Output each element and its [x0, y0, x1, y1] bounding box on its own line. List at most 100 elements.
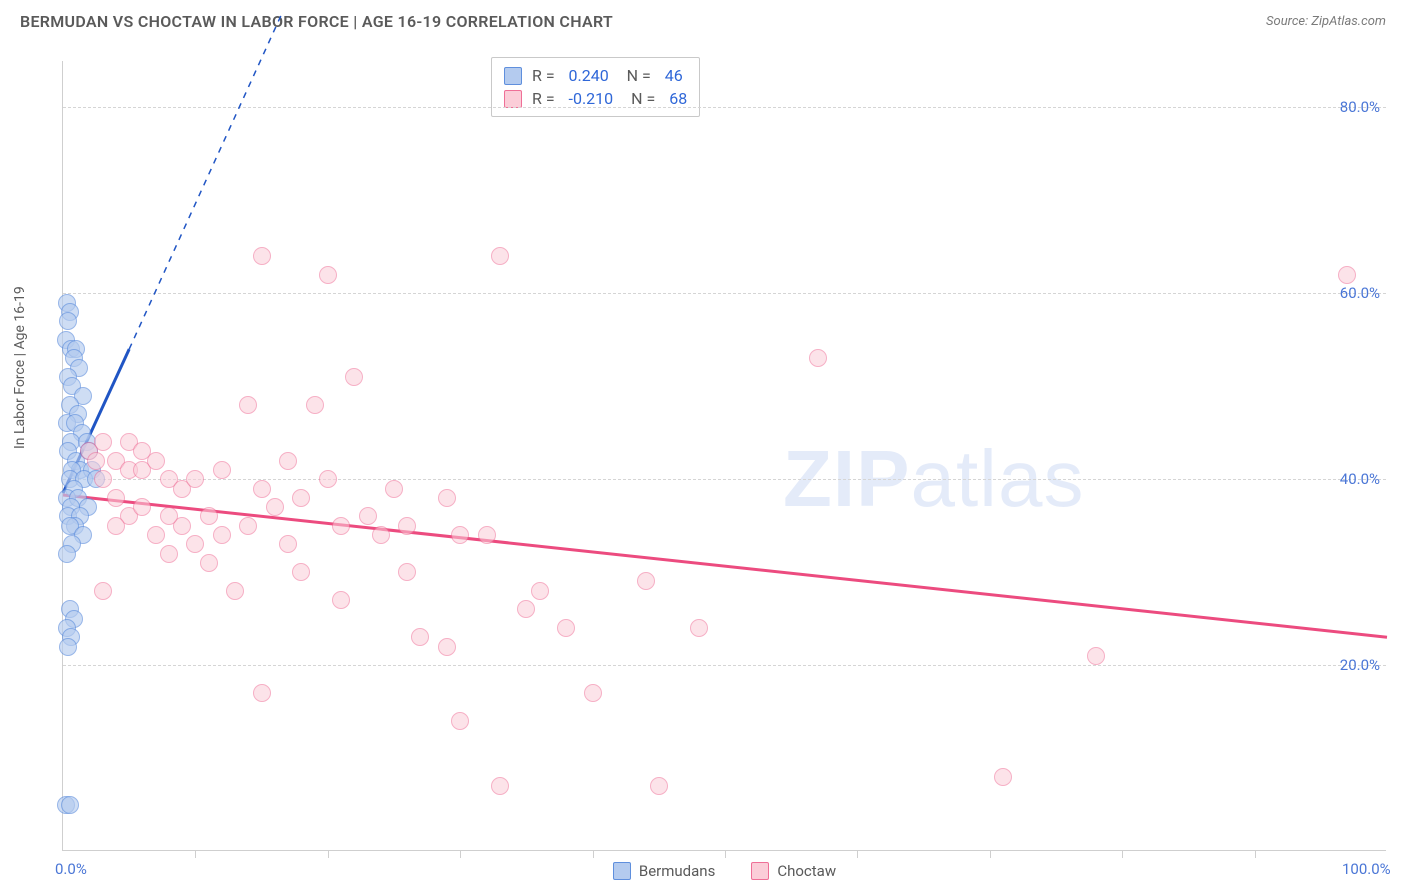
data-point: [398, 563, 416, 581]
data-point: [491, 777, 509, 795]
data-point: [372, 526, 390, 544]
data-point: [451, 712, 469, 730]
source-label: Source: ZipAtlas.com: [1266, 14, 1386, 29]
legend-stat-n: N = 68: [623, 89, 687, 108]
data-point: [160, 507, 178, 525]
series-legend: Bermudans Choctaw: [63, 862, 1386, 880]
data-point: [58, 545, 76, 563]
x-tick: [725, 850, 726, 858]
data-point: [292, 489, 310, 507]
data-point: [239, 517, 257, 535]
data-point: [147, 452, 165, 470]
data-point: [306, 396, 324, 414]
x-tick: [195, 850, 196, 858]
y-tick-label: 20.0%: [1340, 656, 1380, 674]
data-point: [147, 526, 165, 544]
x-tick: [857, 850, 858, 858]
data-point: [59, 312, 77, 330]
grid-line: [63, 665, 1386, 666]
legend-item: Bermudans: [613, 862, 715, 880]
y-tick-label: 80.0%: [1340, 98, 1380, 116]
grid-line: [63, 293, 1386, 294]
data-point: [994, 768, 1012, 786]
data-point: [531, 582, 549, 600]
data-point: [319, 266, 337, 284]
data-point: [59, 638, 77, 656]
y-tick-label: 40.0%: [1340, 470, 1380, 488]
x-tick: [1122, 850, 1123, 858]
data-point: [438, 638, 456, 656]
data-point: [279, 535, 297, 553]
data-point: [478, 526, 496, 544]
data-point: [809, 349, 827, 367]
data-point: [359, 507, 377, 525]
data-point: [213, 526, 231, 544]
data-point: [213, 461, 231, 479]
data-point: [87, 452, 105, 470]
data-point: [491, 247, 509, 265]
x-tick: [460, 850, 461, 858]
legend-label: Choctaw: [777, 862, 836, 880]
x-tick: [593, 850, 594, 858]
data-point: [438, 489, 456, 507]
chart-title: BERMUDAN VS CHOCTAW IN LABOR FORCE | AGE…: [20, 12, 613, 31]
legend-swatch: [504, 90, 522, 108]
data-point: [451, 526, 469, 544]
data-point: [332, 591, 350, 609]
data-point: [253, 684, 271, 702]
data-point: [239, 396, 257, 414]
data-point: [517, 600, 535, 618]
y-tick-label: 60.0%: [1340, 284, 1380, 302]
legend-swatch: [504, 67, 522, 85]
y-axis-label: In Labor Force | Age 16-19: [12, 286, 28, 449]
data-point: [61, 796, 79, 814]
data-point: [1338, 266, 1356, 284]
data-point: [557, 619, 575, 637]
data-point: [292, 563, 310, 581]
data-point: [1087, 647, 1105, 665]
legend-swatch: [613, 862, 631, 880]
data-point: [411, 628, 429, 646]
trend-lines: [63, 61, 1387, 851]
legend-swatch: [751, 862, 769, 880]
x-tick-label: 0.0%: [55, 860, 87, 878]
legend-item: Choctaw: [751, 862, 836, 880]
data-point: [94, 433, 112, 451]
data-point: [385, 480, 403, 498]
x-tick: [328, 850, 329, 858]
data-point: [690, 619, 708, 637]
data-point: [650, 777, 668, 795]
legend-stat-n: N = 46: [619, 66, 683, 85]
data-point: [133, 498, 151, 516]
data-point: [253, 247, 271, 265]
data-point: [200, 554, 218, 572]
x-tick: [990, 850, 991, 858]
data-point: [584, 684, 602, 702]
data-point: [186, 470, 204, 488]
data-point: [160, 545, 178, 563]
data-point: [319, 470, 337, 488]
plot-area: ZIPatlas R = 0.240 N = 46R = -0.210 N = …: [62, 61, 1386, 851]
grid-line: [63, 107, 1386, 108]
x-tick-label: 100.0%: [1342, 860, 1391, 878]
data-point: [398, 517, 416, 535]
data-point: [200, 507, 218, 525]
x-tick: [1255, 850, 1256, 858]
data-point: [279, 452, 297, 470]
legend-stat-r: R = 0.240: [532, 66, 609, 85]
data-point: [637, 572, 655, 590]
data-point: [345, 368, 363, 386]
data-point: [186, 535, 204, 553]
data-point: [107, 517, 125, 535]
data-point: [107, 489, 125, 507]
legend-stat-r: R = -0.210: [532, 89, 613, 108]
data-point: [332, 517, 350, 535]
data-point: [266, 498, 284, 516]
data-point: [94, 470, 112, 488]
legend-row: R = 0.240 N = 46: [504, 64, 687, 87]
legend-label: Bermudans: [639, 862, 715, 880]
data-point: [94, 582, 112, 600]
header: BERMUDAN VS CHOCTAW IN LABOR FORCE | AGE…: [0, 0, 1406, 39]
data-point: [253, 480, 271, 498]
data-point: [226, 582, 244, 600]
